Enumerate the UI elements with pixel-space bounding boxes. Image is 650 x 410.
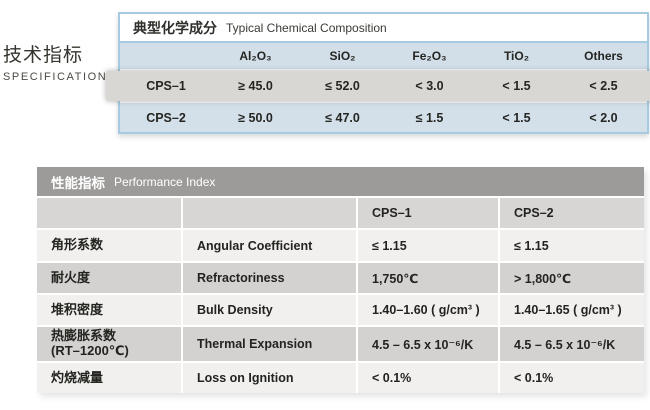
- chemical-composition-table: 典型化学成分 Typical Chemical Composition Al₂O…: [106, 12, 650, 134]
- row-label-en: Bulk Density: [183, 295, 356, 325]
- performance-subheader-row: CPS–1 CPS–2: [37, 198, 644, 228]
- cell-cps1: 1,750℃: [358, 263, 498, 293]
- performance-index-table: 性能指标 Performance Index CPS–1 CPS–2 角形系数 …: [37, 167, 644, 393]
- row-label: CPS–1: [146, 79, 186, 93]
- row-label-en: Thermal Expansion: [183, 327, 356, 361]
- cell-cps1: 4.5 – 6.5 x 10⁻⁶/K: [358, 327, 498, 361]
- row-label-zh: 热膨胀系数 (RT–1200℃): [37, 327, 181, 361]
- table-row-loss-on-ignition: 灼烧减量 Loss on Ignition < 0.1% < 0.1%: [37, 363, 644, 393]
- table-row-thermal-expansion: 热膨胀系数 (RT–1200℃) Thermal Expansion 4.5 –…: [37, 327, 644, 361]
- chemical-col-al2o3: Al₂O₃: [239, 49, 272, 63]
- cell-al2o3: ≥ 45.0: [238, 79, 273, 93]
- table-row-refractoriness: 耐火度 Refractoriness 1,750℃ > 1,800℃: [37, 263, 644, 293]
- cell-cps2: 1.40–1.65 ( g/cm³ ): [500, 295, 644, 325]
- cell-tio2: < 1.5: [502, 110, 531, 125]
- table-row-cps1: CPS–1 ≥ 45.0 ≤ 52.0 < 3.0 < 1.5 < 2.5: [106, 71, 650, 101]
- chemical-title-zh: 典型化学成分: [133, 19, 217, 36]
- cell-cps1: 1.40–1.60 ( g/cm³ ): [358, 295, 498, 325]
- performance-table-title: 性能指标 Performance Index: [37, 167, 644, 196]
- performance-title-zh: 性能指标: [51, 175, 105, 191]
- row-label-zh: 耐火度: [37, 263, 181, 293]
- row-label-en: Angular Coefficient: [183, 230, 356, 261]
- cell-fe2o3: ≤ 1.5: [415, 110, 444, 125]
- chemical-col-tio2: TiO₂: [503, 49, 530, 63]
- cell-al2o3: ≥ 50.0: [238, 110, 273, 125]
- cell-sio2: ≤ 47.0: [325, 110, 360, 125]
- cell-cps2: < 0.1%: [500, 363, 644, 393]
- cell-cps2: > 1,800℃: [500, 263, 644, 293]
- page-heading: 技术指标 SPECIFICATION: [3, 40, 107, 83]
- row-label-zh: 堆积密度: [37, 295, 181, 325]
- subheader-cps2: CPS–2: [500, 198, 644, 228]
- cell-others: < 2.0: [589, 110, 618, 125]
- cell-others: < 2.5: [589, 79, 618, 93]
- table-row-angular-coefficient: 角形系数 Angular Coefficient ≤ 1.15 ≤ 1.15: [37, 230, 644, 261]
- chemical-title-en: Typical Chemical Composition: [226, 20, 387, 35]
- cell-cps1: < 0.1%: [358, 363, 498, 393]
- cell-cps2: ≤ 1.15: [500, 230, 644, 261]
- table-row-bulk-density: 堆积密度 Bulk Density 1.40–1.60 ( g/cm³ ) 1.…: [37, 295, 644, 325]
- row-label-en: Loss on Ignition: [183, 363, 356, 393]
- table-row-cps2: CPS–2 ≥ 50.0 ≤ 47.0 ≤ 1.5 < 1.5 < 2.0: [120, 103, 647, 132]
- page-title-en: SPECIFICATION: [3, 71, 108, 83]
- chemical-col-others: Others: [584, 49, 623, 63]
- row-label-zh: 灼烧减量: [37, 363, 181, 393]
- chemical-col-fe2o3: Fe₂O₃: [412, 49, 447, 63]
- performance-title-en: Performance Index: [114, 174, 216, 189]
- row-label: CPS–2: [146, 110, 186, 125]
- cell-cps2: 4.5 – 6.5 x 10⁻⁶/K: [500, 327, 644, 361]
- cell-fe2o3: < 3.0: [415, 79, 444, 93]
- row-label-en: Refractoriness: [183, 263, 356, 293]
- cell-sio2: ≤ 52.0: [325, 79, 360, 93]
- chemical-col-sio2: SiO₂: [329, 49, 356, 63]
- chemical-header-row: Al₂O₃ SiO₂ Fe₂O₃ TiO₂ Others: [120, 43, 647, 69]
- page-title-zh: 技术指标: [3, 45, 84, 66]
- subheader-blank-1: [37, 198, 181, 228]
- chemical-table-title: 典型化学成分 Typical Chemical Composition: [120, 14, 647, 43]
- subheader-blank-2: [183, 198, 356, 228]
- row-label-zh: 角形系数: [37, 230, 181, 261]
- cell-cps1: ≤ 1.15: [358, 230, 498, 261]
- subheader-cps1: CPS–1: [358, 198, 498, 228]
- cell-tio2: < 1.5: [502, 79, 531, 93]
